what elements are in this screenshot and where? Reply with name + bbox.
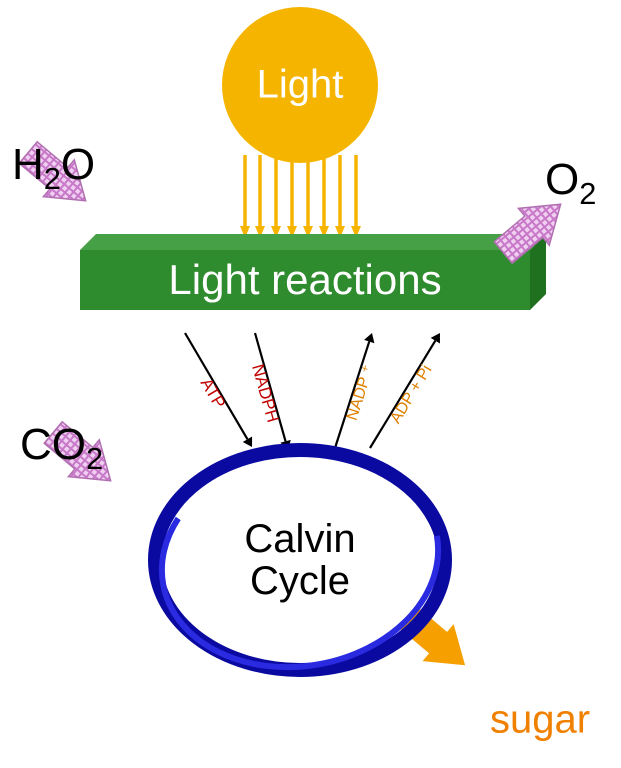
calvin-line1: Calvin: [244, 517, 355, 561]
calvin-line2: Cycle: [250, 559, 350, 603]
svg-layer: ATP NADPH NADP ⁺ ADP + Pi: [0, 0, 621, 768]
arrow-label-nadph: NADPH: [248, 362, 282, 424]
diagram-stage: ATPNADPHNADP ⁺ADP + Pi Light H2O O2 CO2 …: [0, 0, 621, 768]
arrow-label-adp-pi: ADP + Pi: [387, 362, 435, 426]
calvin-cycle-label: Calvin Cycle: [244, 518, 355, 602]
sun-label: Light: [257, 63, 344, 108]
h2o-label: H2O: [12, 140, 95, 197]
co2-label: CO2: [20, 420, 103, 477]
reactions-box-top: [80, 234, 546, 250]
arrow-label-atp: ATP: [197, 375, 229, 412]
o2-label: O2: [545, 155, 596, 212]
sugar-label: sugar: [490, 698, 590, 743]
light-reactions-label: Light reactions: [168, 256, 441, 304]
arrow-label-nadp: NADP ⁺: [344, 363, 378, 423]
